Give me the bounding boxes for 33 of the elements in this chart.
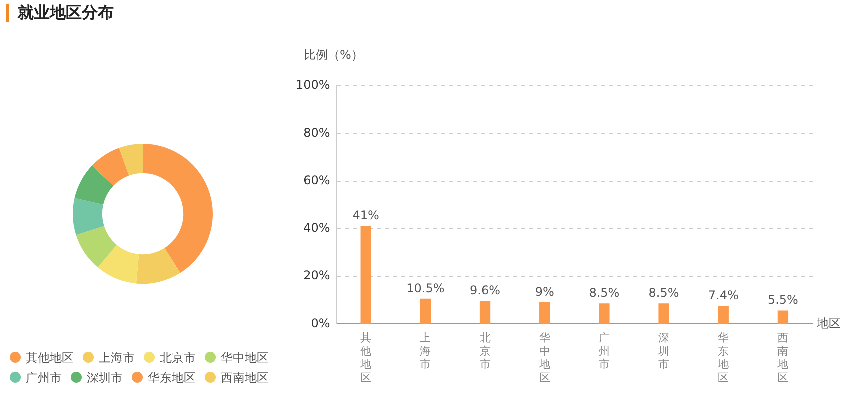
data-label: 8.5% [648, 286, 680, 300]
y-tick-label: 20% [304, 268, 330, 283]
x-tick-label: 华中地区 [538, 332, 550, 384]
bar [360, 226, 372, 324]
data-label: 41% [352, 208, 380, 223]
y-axis-title: 比例（%） [304, 48, 364, 62]
y-tick-label: 60% [304, 173, 330, 188]
y-tick-label: 0% [311, 316, 330, 330]
data-label: 7.4% [708, 288, 739, 303]
x-tick-label: 华东地区 [717, 332, 730, 384]
data-label: 5.5% [768, 293, 798, 308]
x-tick-label: 北京市 [480, 332, 491, 372]
bar [480, 301, 491, 324]
chart-title: 就业地区分布 [6, 3, 114, 22]
y-tick-label: 100% [296, 78, 330, 92]
bar [718, 306, 729, 324]
bar [599, 304, 610, 324]
x-tick-label: 上海市 [420, 332, 432, 372]
x-tick-label: 西南地区 [776, 332, 789, 384]
bar [540, 302, 550, 324]
data-label: 9.6% [470, 283, 501, 298]
data-label: 8.5% [589, 286, 620, 300]
bar [778, 310, 789, 324]
y-tick-label: 40% [304, 221, 330, 236]
bar [420, 298, 432, 324]
x-tick-label: 广州市 [598, 332, 610, 372]
data-label: 10.5% [406, 281, 445, 296]
x-tick-label: 深圳市 [658, 332, 670, 372]
bar [658, 304, 670, 324]
x-tick-label: 其他地区 [360, 332, 372, 384]
x-axis-title: 地区 [816, 316, 841, 330]
data-label: 9% [535, 284, 554, 299]
y-tick-label: 80% [304, 126, 330, 140]
